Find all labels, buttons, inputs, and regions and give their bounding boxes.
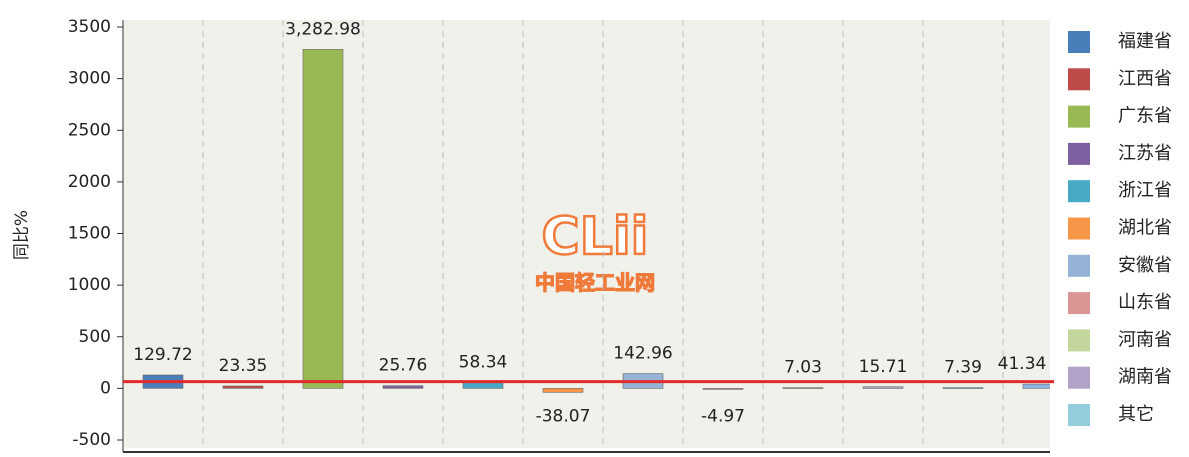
legend-label: 湖南省 — [1118, 367, 1172, 388]
legend-label: 其它 — [1118, 404, 1154, 425]
data-label: 7.39 — [944, 358, 982, 378]
bar — [1022, 383, 1050, 389]
bar — [542, 388, 584, 393]
data-label: 3,282.98 — [285, 19, 361, 39]
y-tick-label: 1000 — [68, 275, 111, 295]
legend-label: 安徽省 — [1118, 255, 1172, 276]
bar — [462, 382, 504, 389]
legend-swatch — [1068, 404, 1090, 426]
data-label: 58.34 — [459, 352, 508, 372]
bar — [382, 385, 424, 389]
legend-swatch — [1068, 105, 1090, 128]
legend-swatch — [1068, 142, 1090, 165]
legend-swatch — [1068, 292, 1090, 315]
y-tick-label: 3500 — [68, 17, 111, 37]
y-tick-label: 2000 — [68, 172, 111, 192]
legend-label: 河南省 — [1118, 329, 1172, 350]
legend-swatch — [1068, 254, 1090, 277]
legend-label: 江苏省 — [1118, 143, 1172, 164]
data-label: -38.07 — [536, 406, 591, 426]
legend-swatch — [1068, 366, 1090, 389]
watermark: 中国轻工业网 — [535, 271, 655, 295]
watermark: CLii — [542, 207, 649, 267]
y-axis-label: 同比% — [12, 210, 32, 260]
y-tick-label: -500 — [72, 430, 111, 450]
y-tick-label: 1500 — [68, 224, 111, 244]
bar — [222, 385, 264, 389]
legend-swatch — [1068, 217, 1090, 240]
legend-label: 山东省 — [1118, 292, 1172, 313]
legend-label: 江西省 — [1118, 68, 1172, 89]
legend-label: 广东省 — [1118, 106, 1172, 127]
y-tick-label: 3000 — [68, 69, 111, 89]
legend-label: 湖北省 — [1118, 218, 1172, 239]
y-tick-label: 500 — [79, 327, 111, 347]
data-label: 7.03 — [784, 358, 822, 378]
data-label: 142.96 — [613, 344, 672, 364]
data-label: 129.72 — [133, 345, 192, 365]
legend-swatch — [1068, 31, 1090, 53]
legend-swatch — [1068, 68, 1090, 91]
data-label: 41.34 — [998, 354, 1047, 374]
y-tick-label: 0 — [100, 378, 111, 398]
bar — [302, 49, 344, 389]
legend-label: 浙江省 — [1118, 180, 1172, 201]
legend-swatch — [1068, 180, 1090, 203]
bar — [942, 387, 984, 389]
y-tick-label: 2500 — [68, 120, 111, 140]
data-label: 15.71 — [859, 357, 908, 377]
plot-background — [123, 20, 1050, 448]
bar — [862, 386, 904, 389]
data-label: 23.35 — [219, 356, 268, 376]
legend-swatch — [1068, 329, 1090, 352]
bar — [702, 388, 744, 390]
legend-label: 福建省 — [1118, 31, 1172, 52]
bar — [782, 387, 824, 389]
data-label: 25.76 — [379, 356, 428, 376]
data-label: -4.97 — [701, 406, 745, 426]
